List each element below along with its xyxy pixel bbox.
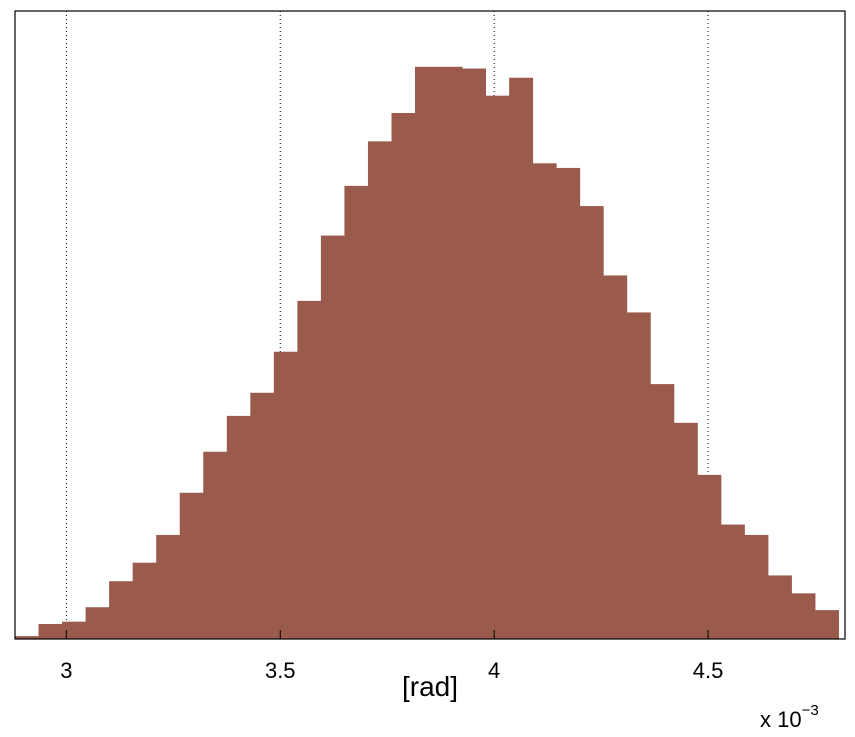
x-axis-multiplier-exponent: −3 — [802, 702, 819, 719]
histogram-bar — [15, 636, 39, 639]
histogram-bar — [344, 185, 369, 639]
x-axis-ticks: 3 3.5 4 4.5 — [60, 630, 723, 683]
histogram-bar — [462, 68, 487, 640]
histogram-bar — [320, 235, 345, 639]
histogram-bar — [673, 422, 698, 639]
histogram-bar — [38, 623, 63, 639]
histogram-bar — [250, 392, 275, 639]
histogram-bar — [179, 492, 204, 639]
histogram-bar — [273, 351, 298, 639]
histogram-bar — [132, 562, 157, 639]
histogram-bar — [650, 384, 675, 639]
histogram-bars — [15, 66, 839, 640]
histogram-bar — [367, 141, 392, 640]
histogram-bar — [415, 66, 439, 639]
histogram-bar — [391, 113, 416, 639]
histogram-bar — [815, 610, 839, 639]
histogram-bar — [626, 312, 651, 639]
histogram-bar — [226, 415, 251, 639]
histogram-bar — [532, 163, 557, 639]
x-tick-label: 4.5 — [693, 658, 724, 683]
histogram-bar — [62, 621, 86, 639]
x-axis-label: [rad] — [402, 671, 458, 702]
histogram-bar — [297, 300, 322, 639]
x-tick-label: 3 — [60, 658, 72, 683]
histogram-bar — [744, 534, 769, 639]
histogram-bar — [438, 66, 463, 639]
histogram-bar — [156, 534, 181, 639]
histogram-bar — [767, 575, 792, 639]
x-tick-label: 3.5 — [265, 658, 296, 683]
x-axis-multiplier: x 10−3 — [760, 702, 819, 732]
histogram-bar — [603, 275, 628, 639]
histogram-bar — [556, 167, 581, 639]
histogram-bar — [85, 607, 110, 639]
histogram-bar — [720, 524, 745, 639]
histogram-bar — [579, 206, 604, 639]
histogram-bar — [509, 77, 534, 639]
x-tick-label: 4 — [488, 658, 500, 683]
histogram-bar — [791, 593, 816, 639]
histogram-bar — [697, 474, 722, 639]
plot-frame — [14, 10, 846, 640]
histogram-bar — [485, 95, 510, 640]
histogram-bar — [109, 581, 134, 639]
histogram-bar — [203, 451, 228, 639]
x-axis-multiplier-base: x 10 — [760, 707, 802, 732]
